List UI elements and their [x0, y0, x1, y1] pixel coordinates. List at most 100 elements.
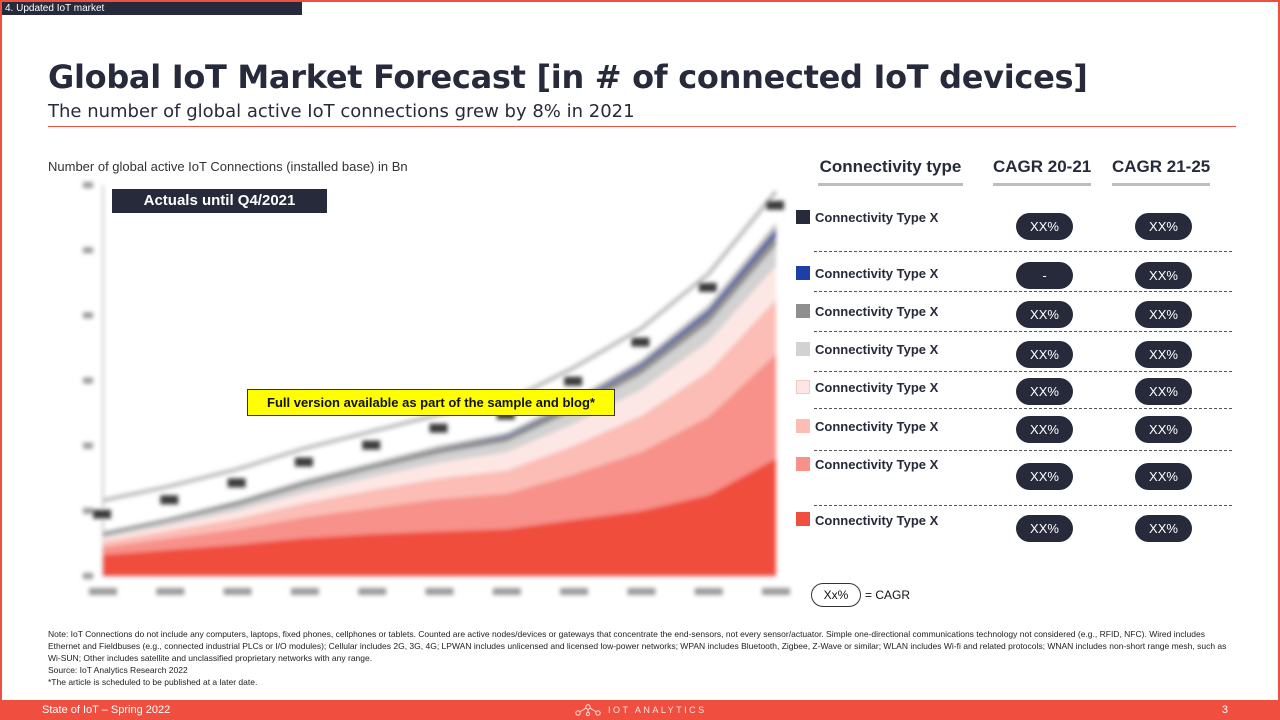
- footer-brand: IOT ANALYTICS: [608, 705, 707, 715]
- data-label: [631, 337, 650, 347]
- legend-swatch: [796, 419, 810, 433]
- data-label: [294, 457, 313, 467]
- x-tick-label: [694, 588, 723, 595]
- column-header-underline: [1112, 183, 1210, 186]
- y-tick-label: [83, 182, 93, 188]
- connectivity-type-label: Connectivity Type X: [815, 342, 939, 357]
- table-row: Connectivity Type X XX% XX%: [796, 507, 1232, 547]
- data-label: [564, 376, 583, 386]
- y-tick-label: [83, 247, 93, 254]
- row-divider: [814, 331, 1232, 332]
- stacked-area-chart: [83, 182, 790, 595]
- network-logo-icon: [575, 704, 601, 717]
- cagr-20-21-value: XX%: [1016, 213, 1073, 240]
- data-label: [93, 509, 111, 519]
- cagr-21-25-value: XX%: [1135, 341, 1192, 368]
- x-tick-label: [358, 588, 387, 595]
- cagr-20-21-value: XX%: [1016, 378, 1073, 405]
- column-header-underline: [993, 183, 1091, 186]
- connectivity-type-label: Connectivity Type X: [815, 457, 939, 472]
- table-row: Connectivity Type X XX% XX%: [796, 451, 1232, 507]
- row-divider: [814, 450, 1232, 451]
- cagr-20-21-value: -: [1016, 262, 1073, 289]
- row-divider: [814, 408, 1232, 409]
- cagr-21-25-value: XX%: [1135, 463, 1192, 490]
- cagr-20-21-value: XX%: [1016, 301, 1073, 328]
- connectivity-type-label: Connectivity Type X: [815, 304, 939, 319]
- cagr-legend-pill: Xx%: [811, 583, 861, 607]
- x-tick-label: [492, 588, 521, 595]
- y-tick-label: [83, 507, 93, 514]
- cagr-20-21-value: XX%: [1016, 515, 1073, 542]
- x-tick-label: [290, 588, 319, 595]
- connectivity-type-label: Connectivity Type X: [815, 513, 939, 528]
- footnote-publication: *The article is scheduled to be publishe…: [48, 677, 258, 688]
- y-tick-label: [83, 377, 93, 384]
- legend-swatch: [796, 457, 810, 471]
- y-tick-label: [83, 442, 93, 449]
- chart-caption: Number of global active IoT Connections …: [48, 159, 408, 174]
- data-label: [766, 200, 784, 210]
- cagr-legend-text: = CAGR: [865, 588, 911, 602]
- column-header-cagr-20-21: CAGR 20-21: [993, 157, 1091, 186]
- column-header-cagr1-label: CAGR 20-21: [993, 157, 1092, 176]
- table-row: Connectivity Type X XX% XX%: [796, 205, 1232, 255]
- data-label: [160, 495, 179, 505]
- x-tick-label: [627, 588, 656, 595]
- connectivity-type-label: Connectivity Type X: [815, 210, 939, 225]
- data-label: [429, 423, 448, 433]
- connectivity-type-label: Connectivity Type X: [815, 380, 939, 395]
- cagr-21-25-value: XX%: [1135, 301, 1192, 328]
- cagr-20-21-value: XX%: [1016, 463, 1073, 490]
- column-header-cagr-21-25: CAGR 21-25: [1112, 157, 1210, 186]
- page-subtitle: The number of global active IoT connecti…: [48, 101, 635, 122]
- data-label: [227, 478, 246, 488]
- data-label: [362, 440, 381, 450]
- row-divider: [814, 251, 1232, 252]
- title-divider: [48, 126, 1236, 127]
- sample-notice: Full version available as part of the sa…: [247, 389, 615, 416]
- footnote-source: Source: IoT Analytics Research 2022: [48, 665, 188, 676]
- y-tick-label: [83, 573, 93, 579]
- footnote: Note: IoT Connections do not include any…: [48, 628, 1228, 688]
- table-row: Connectivity Type X XX% XX%: [796, 337, 1232, 375]
- footer-bar: State of IoT – Spring 2022 IOT ANALYTICS…: [0, 700, 1280, 720]
- cagr-21-25-value: XX%: [1135, 416, 1192, 443]
- footer-logo: IOT ANALYTICS: [574, 703, 707, 717]
- column-header-type: Connectivity type: [818, 157, 963, 186]
- data-label: [698, 282, 717, 292]
- footnote-note: Note: IoT Connections do not include any…: [48, 629, 1227, 664]
- row-divider: [814, 371, 1232, 372]
- footer-report-name: State of IoT – Spring 2022: [42, 704, 171, 716]
- table-row: Connectivity Type X XX% XX%: [796, 413, 1232, 451]
- column-header-underline: [818, 183, 963, 186]
- legend-swatch: [796, 380, 810, 394]
- row-divider: [814, 291, 1232, 292]
- x-tick-label: [89, 588, 117, 595]
- column-header-cagr2-label: CAGR 21-25: [1112, 157, 1211, 176]
- page-number: 3: [1221, 704, 1228, 716]
- x-tick-label: [156, 588, 185, 595]
- table-row: Connectivity Type X XX% XX%: [796, 299, 1232, 337]
- cagr-21-25-value: XX%: [1135, 378, 1192, 405]
- actuals-label: Actuals until Q4/2021: [112, 189, 327, 213]
- page-title: Global IoT Market Forecast [in # of conn…: [48, 58, 1088, 96]
- x-tick-label: [223, 588, 252, 595]
- connectivity-type-label: Connectivity Type X: [815, 419, 939, 434]
- x-tick-label: [425, 588, 454, 595]
- cagr-21-25-value: XX%: [1135, 213, 1192, 240]
- legend-swatch: [796, 210, 810, 224]
- table-row: Connectivity Type X - XX%: [796, 261, 1232, 299]
- legend-swatch: [796, 342, 810, 356]
- table-row: Connectivity Type X XX% XX%: [796, 375, 1232, 413]
- cagr-21-25-value: XX%: [1135, 515, 1192, 542]
- cagr-20-21-value: XX%: [1016, 416, 1073, 443]
- area-series-1: [103, 458, 776, 576]
- x-tick-label: [762, 588, 790, 595]
- x-tick-label: [560, 588, 589, 595]
- y-tick-label: [83, 312, 93, 319]
- cagr-20-21-value: XX%: [1016, 341, 1073, 368]
- row-divider: [814, 505, 1232, 506]
- legend-swatch: [796, 304, 810, 318]
- column-header-type-label: Connectivity type: [819, 157, 962, 176]
